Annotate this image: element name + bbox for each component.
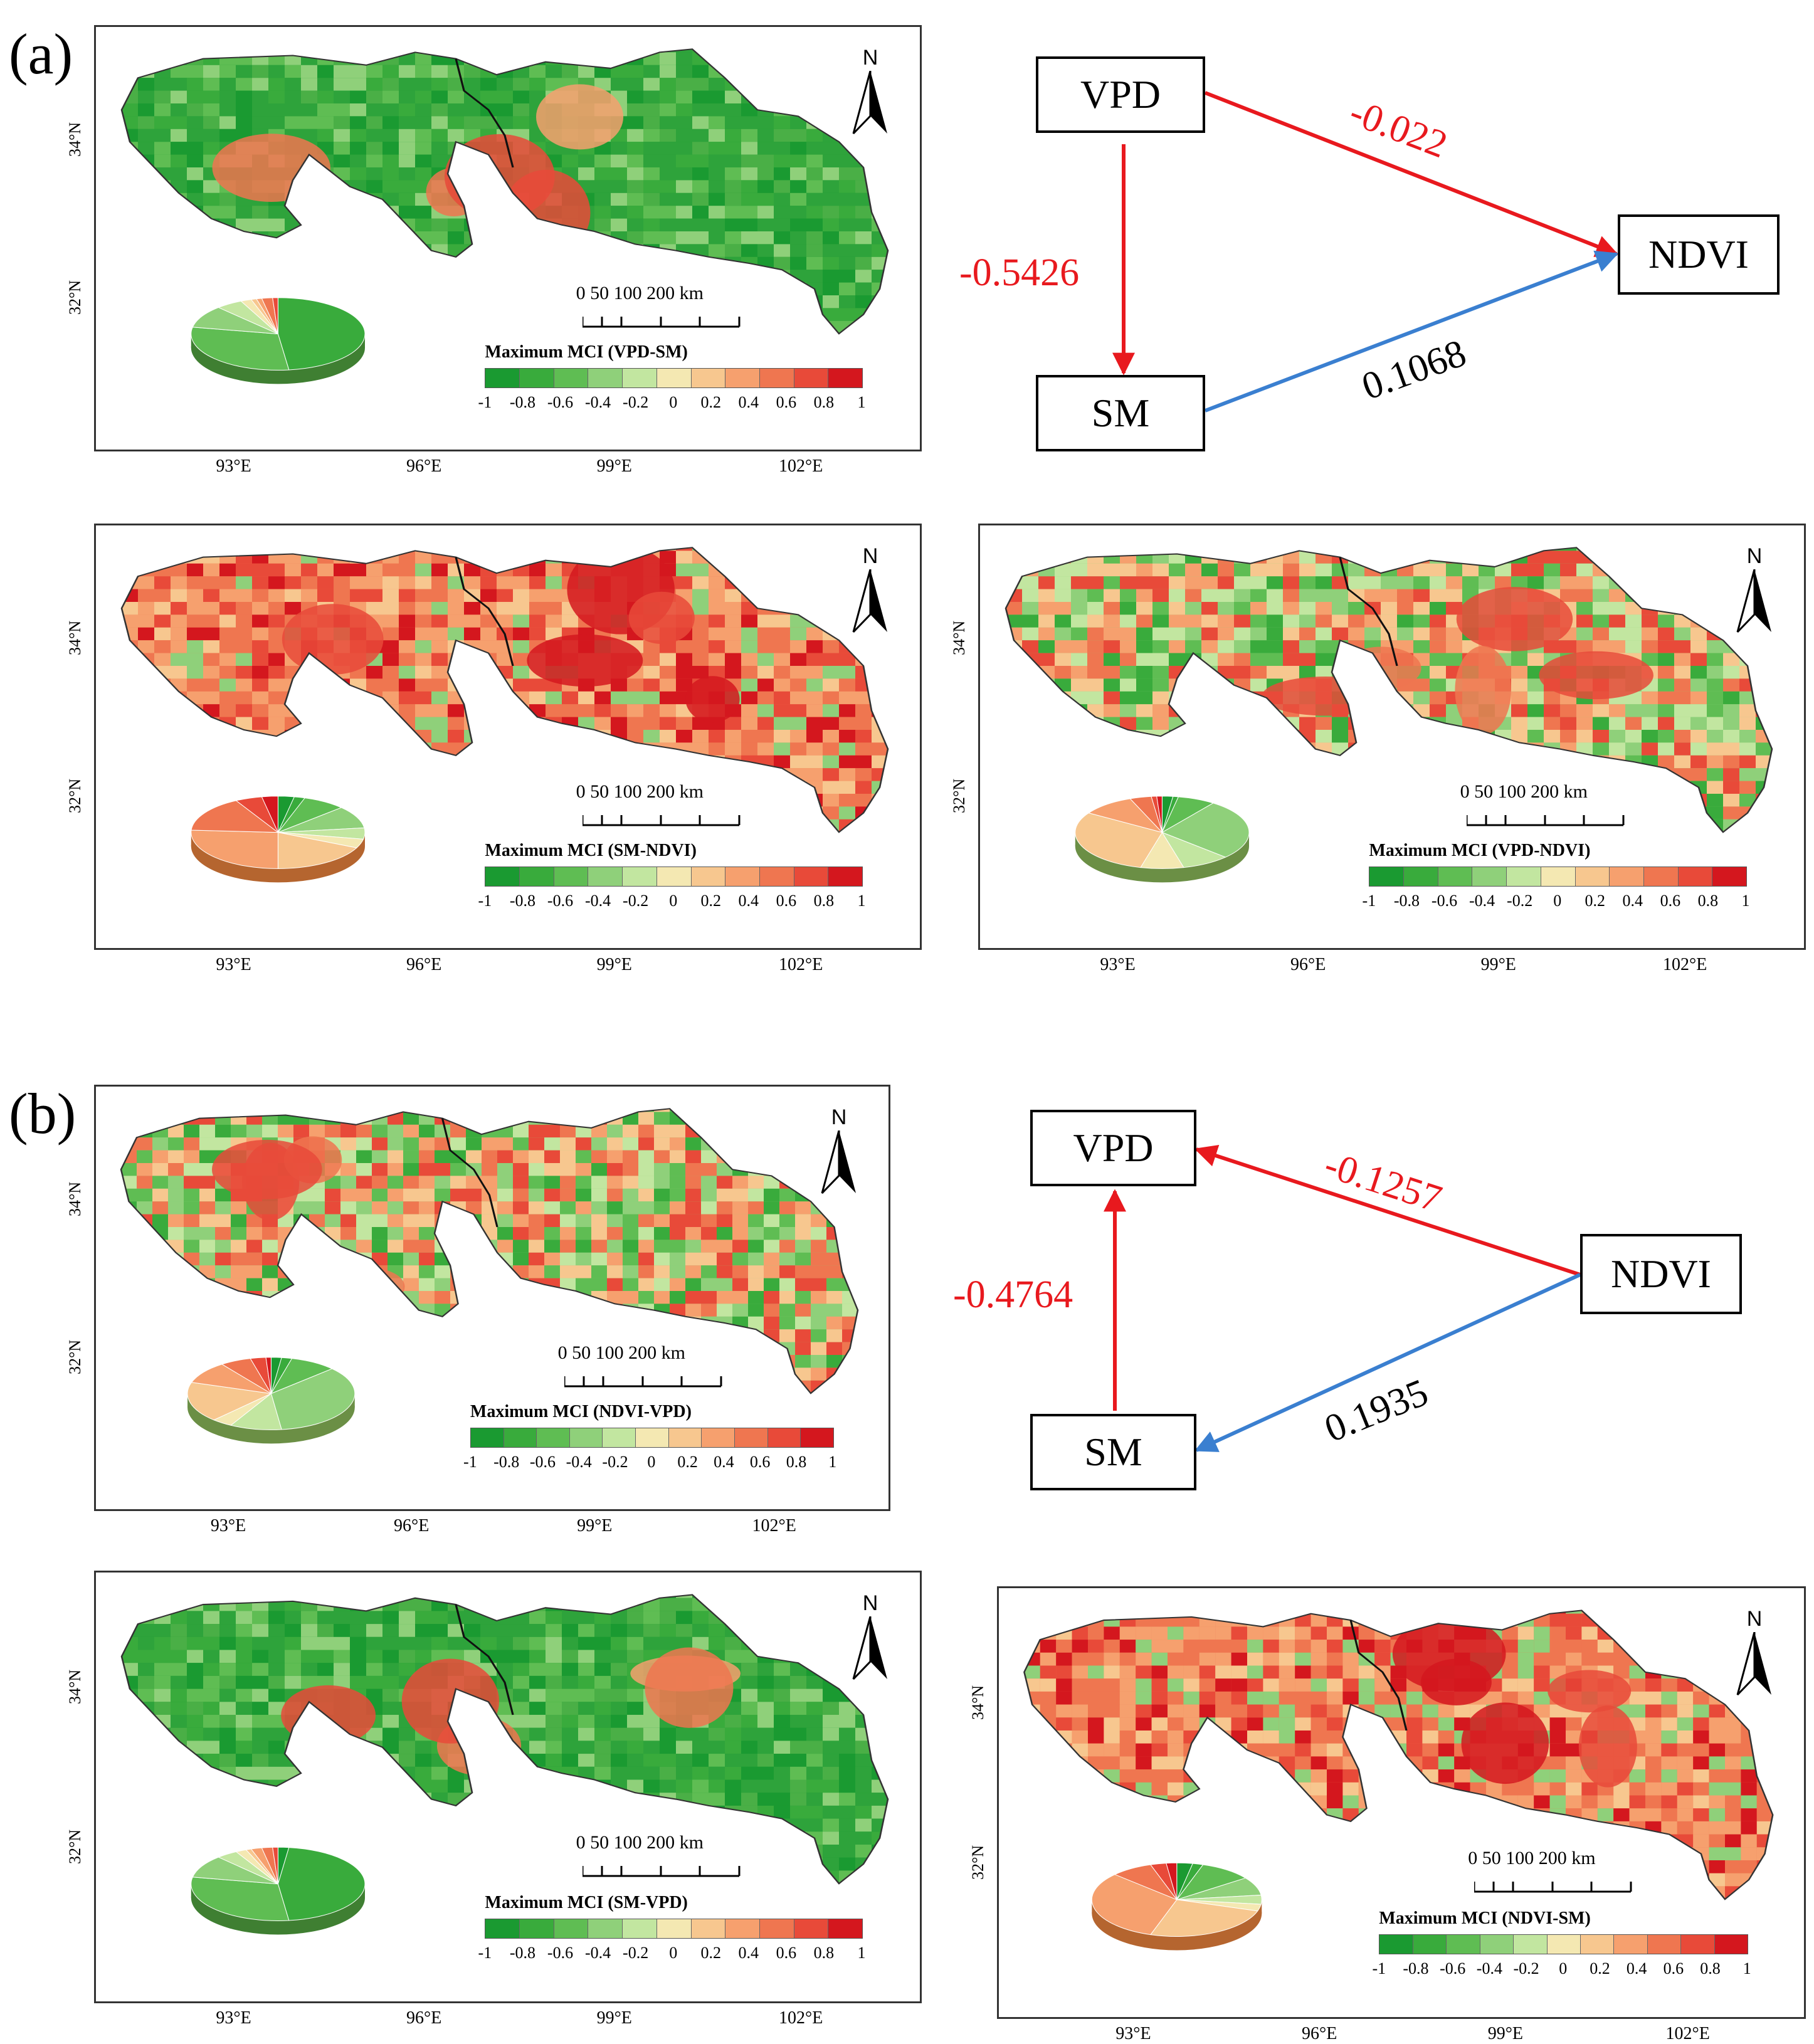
- node-ndvi-b: NDVI: [1580, 1234, 1742, 1314]
- coef-sm-vpd: -0.4764: [953, 1273, 1073, 1317]
- node-vpd-b: VPD: [1030, 1110, 1196, 1186]
- node-sm-b: SM: [1030, 1414, 1196, 1490]
